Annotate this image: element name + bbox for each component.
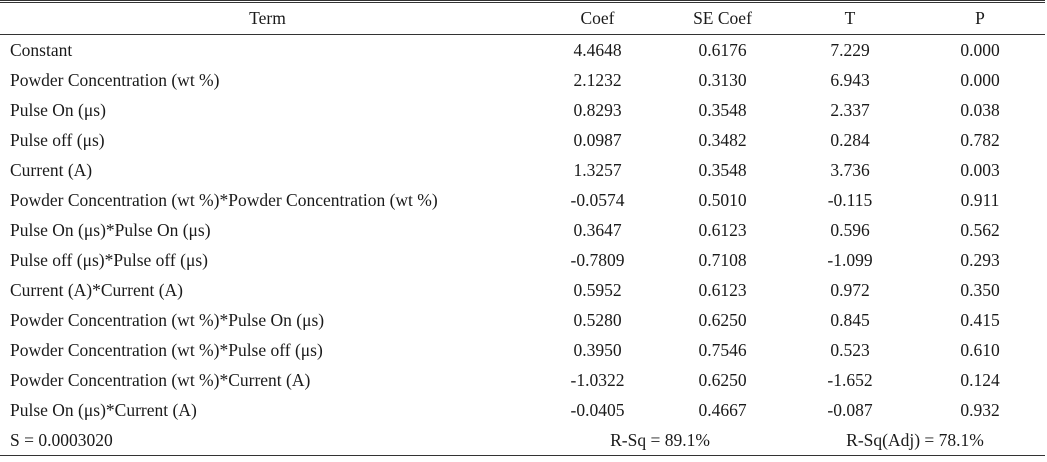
cell-se-coef: 0.7108: [698, 249, 747, 270]
cell-t: -0.087: [827, 399, 873, 420]
cell-coef: -0.0574: [570, 189, 625, 210]
cell-t: 0.972: [830, 279, 870, 300]
cell-term: Powder Concentration (wt %)*Current (A): [10, 369, 311, 390]
header-p: P: [915, 2, 1045, 35]
header-term: Term: [0, 2, 535, 35]
table-row: Powder Concentration (wt %)*Powder Conce…: [0, 185, 1045, 215]
table-row: Constant 4.4648 0.6176 7.229 0.000: [0, 35, 1045, 66]
cell-se-coef: 0.7546: [698, 339, 747, 360]
cell-coef: -1.0322: [570, 369, 625, 390]
cell-p: 0.003: [960, 159, 1000, 180]
cell-coef: 0.3647: [573, 219, 622, 240]
cell-p: 0.350: [960, 279, 1000, 300]
cell-coef: 0.5952: [573, 279, 622, 300]
table-row: Pulse On (μs) 0.8293 0.3548 2.337 0.038: [0, 95, 1045, 125]
cell-se-coef: 0.4667: [698, 399, 747, 420]
cell-se-coef: 0.3482: [698, 129, 747, 150]
header-coef: Coef: [535, 2, 660, 35]
header-t: T: [785, 2, 915, 35]
cell-t: 0.596: [830, 219, 870, 240]
cell-p: 0.000: [960, 69, 1000, 90]
cell-term: Powder Concentration (wt %)*Pulse off (μ…: [10, 339, 323, 360]
cell-se-coef: 0.6123: [698, 279, 747, 300]
cell-se-coef: 0.6123: [698, 219, 747, 240]
cell-coef: -0.0405: [570, 399, 625, 420]
cell-coef: 1.3257: [573, 159, 622, 180]
cell-t: -1.652: [827, 369, 873, 390]
table-row: Powder Concentration (wt %)*Pulse On (μs…: [0, 305, 1045, 335]
header-row: Term Coef SE Coef T P: [0, 2, 1045, 35]
cell-p: 0.562: [960, 219, 1000, 240]
cell-coef: 0.3950: [573, 339, 622, 360]
cell-term: Pulse On (μs)*Pulse On (μs): [10, 219, 211, 240]
cell-coef: 4.4648: [573, 39, 622, 60]
cell-t: 6.943: [830, 69, 870, 90]
table-row: Pulse off (μs)*Pulse off (μs) -0.7809 0.71…: [0, 245, 1045, 275]
table-body: Constant 4.4648 0.6176 7.229 0.000 Powder Con…: [0, 35, 1045, 456]
cell-coef: 0.8293: [573, 99, 622, 120]
cell-se-coef: 0.6250: [698, 309, 747, 330]
cell-se-coef: 0.3548: [698, 159, 747, 180]
footer-s: S = 0.0003020: [0, 425, 535, 456]
cell-se-coef: 0.6176: [698, 39, 747, 60]
table-row: Pulse On (μs)*Current (A) -0.0405 0.4667 -0…: [0, 395, 1045, 425]
footer-row: S = 0.0003020 R-Sq = 89.1% R-Sq(Adj) = 7…: [0, 425, 1045, 456]
top-rule: [0, 0, 1045, 1]
cell-term: Constant: [10, 39, 73, 60]
cell-t: 2.337: [830, 99, 870, 120]
cell-p: 0.782: [960, 129, 1000, 150]
footer-r-sq-adj: R-Sq(Adj) = 78.1%: [785, 425, 1045, 456]
header-se-coef: SE Coef: [660, 2, 785, 35]
table-row: Current (A) 1.3257 0.3548 3.736 0.003: [0, 155, 1045, 185]
cell-term: Pulse On (μs): [10, 99, 106, 120]
cell-p: 0.124: [960, 369, 1000, 390]
footer-r-sq: R-Sq = 89.1%: [535, 425, 785, 456]
cell-t: -0.115: [827, 189, 873, 210]
table-row: Pulse On (μs)*Pulse On (μs) 0.3647 0.6123 0…: [0, 215, 1045, 245]
cell-term: Current (A)*Current (A): [10, 279, 184, 300]
cell-term: Pulse off (μs): [10, 129, 105, 150]
cell-se-coef: 0.5010: [698, 189, 747, 210]
cell-t: 0.523: [830, 339, 870, 360]
cell-coef: 0.5280: [573, 309, 622, 330]
cell-p: 0.038: [960, 99, 1000, 120]
cell-se-coef: 0.6250: [698, 369, 747, 390]
table-row: Powder Concentration (wt %) 2.1232 0.3130 6…: [0, 65, 1045, 95]
cell-term: Powder Concentration (wt %): [10, 69, 220, 90]
cell-t: 7.229: [830, 39, 870, 60]
cell-term: Powder Concentration (wt %)*Powder Conce…: [10, 189, 438, 210]
cell-t: 0.284: [830, 129, 870, 150]
cell-p: 0.932: [960, 399, 1000, 420]
cell-term: Pulse off (μs)*Pulse off (μs): [10, 249, 208, 270]
cell-p: 0.415: [960, 309, 1000, 330]
cell-se-coef: 0.3130: [698, 69, 747, 90]
cell-coef: -0.7809: [570, 249, 625, 270]
table-row: Current (A)*Current (A) 0.5952 0.6123 0.972…: [0, 275, 1045, 305]
cell-t: 3.736: [830, 159, 870, 180]
cell-p: 0.610: [960, 339, 1000, 360]
cell-p: 0.293: [960, 249, 1000, 270]
cell-p: 0.000: [960, 39, 1000, 60]
table-row: Powder Concentration (wt %)*Current (A) -…: [0, 365, 1045, 395]
table-row: Powder Concentration (wt %)*Pulse off (μ…: [0, 335, 1045, 365]
cell-term: Pulse On (μs)*Current (A): [10, 399, 197, 420]
cell-t: -1.099: [827, 249, 873, 270]
cell-term: Current (A): [10, 159, 93, 180]
cell-coef: 2.1232: [573, 69, 622, 90]
cell-se-coef: 0.3548: [698, 99, 747, 120]
cell-p: 0.911: [960, 189, 1000, 210]
table-row: Pulse off (μs) 0.0987 0.3482 0.284 0.782: [0, 125, 1045, 155]
cell-coef: 0.0987: [573, 129, 622, 150]
cell-term: Powder Concentration (wt %)*Pulse On (μs…: [10, 309, 325, 330]
cell-t: 0.845: [830, 309, 870, 330]
